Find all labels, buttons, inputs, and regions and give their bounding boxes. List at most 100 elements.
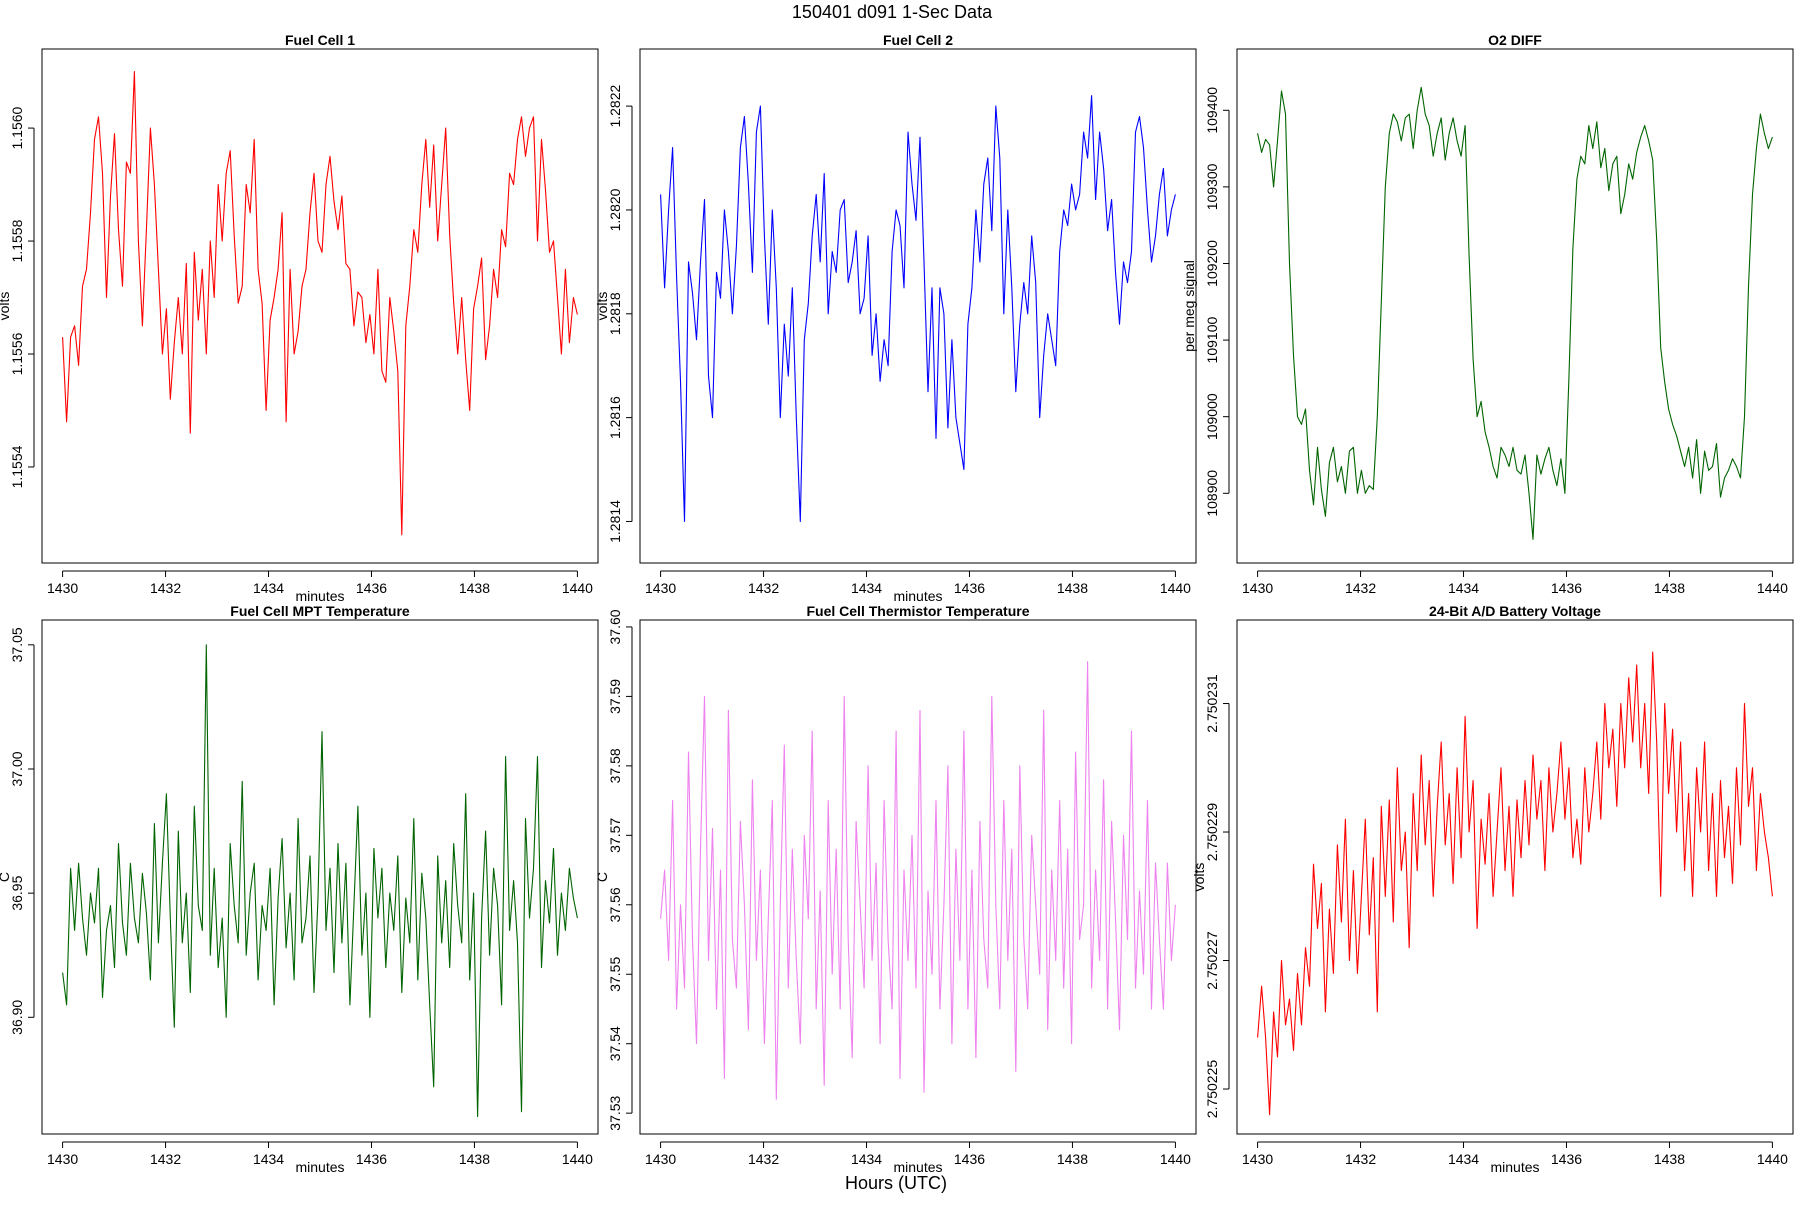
x-tick-label: 1434 [851, 1151, 882, 1167]
panels: Fuel Cell 1 1430 1432 1434 1436 1438 1440 minut… [0, 32, 1794, 1175]
y-tick-label: 2.750231 [1204, 674, 1220, 733]
y-axis-label: C [0, 872, 12, 882]
panel-title: O2 DIFF [1488, 32, 1542, 48]
plot-frame [1236, 619, 1794, 1135]
plot-frame [41, 619, 599, 1135]
plot-frame [639, 48, 1197, 564]
x-tick-label: 1436 [954, 1151, 985, 1167]
x-tick-label: 1440 [1160, 1151, 1191, 1167]
y-tick-label: 37.54 [607, 1026, 623, 1061]
x-tick-label: 1434 [253, 580, 284, 596]
y-tick-label: 37.59 [607, 679, 623, 714]
series-line [1257, 86, 1773, 540]
x-axis-label: minutes [295, 1159, 344, 1175]
panel-3: O2 DIFF 1430 1432 1434 1436 1438 1440 108900 109… [1181, 32, 1794, 596]
series-line [62, 71, 578, 536]
y-tick-label: 1.2814 [607, 500, 623, 543]
y-tick-label: 109100 [1204, 317, 1220, 364]
y-tick-label: 36.95 [9, 875, 25, 910]
series-line [62, 644, 578, 1118]
y-axis-label: volts [1191, 863, 1207, 892]
x-tick-label: 1430 [47, 1151, 78, 1167]
y-tick-label: 109300 [1204, 163, 1220, 210]
x-tick-label: 1430 [1242, 1151, 1273, 1167]
y-tick-label: 1.1560 [9, 106, 25, 149]
y-tick-label: 37.05 [9, 627, 25, 662]
x-tick-label: 1434 [253, 1151, 284, 1167]
x-tick-label: 1440 [562, 1151, 593, 1167]
y-tick-label: 1.1558 [9, 219, 25, 262]
y-axis-label: volts [0, 292, 12, 321]
x-axis-label: minutes [893, 588, 942, 604]
x-axis-label: minutes [893, 1159, 942, 1175]
y-axis-label: per meg signal [1181, 260, 1197, 352]
panel-6: 24-Bit A/D Battery Voltage 1430 1432 1434 14… [1191, 603, 1794, 1175]
y-tick-label: 36.90 [9, 1000, 25, 1035]
panel-4: Fuel Cell MPT Temperature 1430 1432 1434 143… [0, 603, 599, 1175]
x-axis-label: minutes [295, 588, 344, 604]
x-tick-label: 1434 [1448, 580, 1479, 596]
plot-frame [639, 619, 1197, 1135]
x-tick-label: 1438 [459, 1151, 490, 1167]
panel-title: Fuel Cell 1 [285, 32, 355, 48]
x-tick-label: 1436 [1551, 1151, 1582, 1167]
y-tick-label: 2.750229 [1204, 803, 1220, 862]
y-tick-label: 37.57 [607, 818, 623, 853]
x-tick-label: 1430 [645, 580, 676, 596]
x-tick-label: 1434 [851, 580, 882, 596]
plot-frame [1236, 48, 1794, 564]
plot-frame [41, 48, 599, 564]
x-tick-label: 1432 [150, 1151, 181, 1167]
x-tick-label: 1432 [748, 1151, 779, 1167]
x-tick-label: 1440 [1757, 1151, 1788, 1167]
figure-title: 150401 d091 1-Sec Data [792, 2, 993, 22]
y-tick-label: 1.2822 [607, 84, 623, 127]
panel-title: Fuel Cell MPT Temperature [230, 603, 410, 619]
panel-title: Fuel Cell 2 [883, 32, 953, 48]
x-axis-label: minutes [1490, 1159, 1539, 1175]
panel-1: Fuel Cell 1 1430 1432 1434 1436 1438 1440 minut… [0, 32, 599, 604]
x-tick-label: 1432 [1345, 1151, 1376, 1167]
x-tick-label: 1438 [1654, 1151, 1685, 1167]
y-axis-label: volts [594, 292, 610, 321]
x-tick-label: 1436 [356, 580, 387, 596]
y-tick-label: 109000 [1204, 393, 1220, 440]
x-tick-label: 1440 [1160, 580, 1191, 596]
x-tick-label: 1438 [1057, 580, 1088, 596]
y-tick-label: 109200 [1204, 240, 1220, 287]
y-tick-label: 1.1554 [9, 445, 25, 488]
y-tick-label: 1.2818 [607, 292, 623, 335]
x-tick-label: 1430 [1242, 580, 1273, 596]
x-tick-label: 1438 [1654, 580, 1685, 596]
y-tick-label: 37.00 [9, 751, 25, 786]
y-tick-label: 1.1556 [9, 332, 25, 375]
y-tick-label: 37.58 [607, 748, 623, 783]
x-tick-label: 1440 [562, 580, 593, 596]
x-tick-label: 1438 [459, 580, 490, 596]
y-tick-label: 109400 [1204, 87, 1220, 134]
y-tick-label: 37.56 [607, 887, 623, 922]
x-tick-label: 1432 [150, 580, 181, 596]
panel-5: Fuel Cell Thermistor Temperature 1430 1432… [594, 603, 1197, 1175]
y-tick-label: 2.750225 [1204, 1060, 1220, 1119]
y-tick-label: 2.750227 [1204, 931, 1220, 990]
y-tick-label: 1.2816 [607, 396, 623, 439]
x-tick-label: 1432 [1345, 580, 1376, 596]
panel-2: Fuel Cell 2 1430 1432 1434 1436 1438 1440 minut… [594, 32, 1197, 604]
x-tick-label: 1436 [1551, 580, 1582, 596]
x-tick-label: 1436 [356, 1151, 387, 1167]
x-tick-label: 1438 [1057, 1151, 1088, 1167]
x-tick-label: 1430 [47, 580, 78, 596]
series-line [660, 95, 1176, 523]
figure-footer-label: Hours (UTC) [845, 1173, 947, 1193]
panel-title: Fuel Cell Thermistor Temperature [806, 603, 1029, 619]
y-tick-label: 37.53 [607, 1095, 623, 1130]
y-axis-label: C [594, 872, 610, 882]
series-line [1257, 651, 1773, 1116]
panel-title: 24-Bit A/D Battery Voltage [1429, 603, 1601, 619]
series-line [660, 661, 1176, 1100]
y-tick-label: 37.55 [607, 957, 623, 992]
y-tick-label: 108900 [1204, 470, 1220, 517]
